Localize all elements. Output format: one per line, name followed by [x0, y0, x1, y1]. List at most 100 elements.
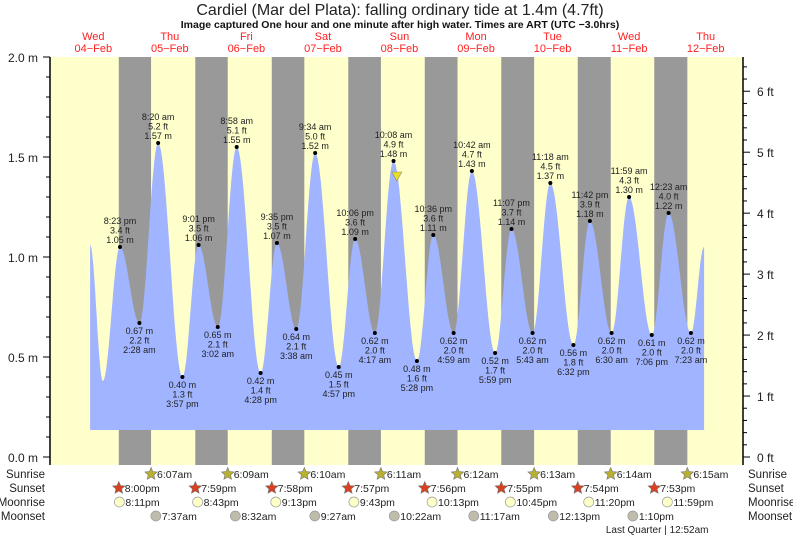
- low-tide-label: 0.62 m: [598, 336, 626, 346]
- sunrise-time: 6:09am: [234, 469, 269, 481]
- low-tide-label: 2.2 ft: [129, 336, 150, 346]
- high-tide-label: 3.9 ft: [580, 200, 601, 210]
- moonrise-icon: [661, 496, 673, 508]
- high-tide-label: 11:07 pm: [493, 198, 530, 208]
- low-tide-label: 0.40 m: [169, 380, 197, 390]
- sunrise-time: 6:07am: [157, 469, 192, 481]
- sunrise-time: 6:10am: [310, 469, 345, 481]
- sunrise-row-label-right: Sunrise: [748, 469, 787, 481]
- low-tide-label: 2.0 ft: [523, 346, 544, 356]
- low-tide-point: [609, 331, 614, 335]
- high-tide-point: [509, 227, 514, 231]
- high-tide-label: 1.57 m: [144, 131, 172, 141]
- low-tide-point: [336, 365, 341, 369]
- high-tide-point: [431, 233, 436, 237]
- low-tide-point: [294, 327, 299, 331]
- date-label: 11−Feb: [611, 43, 648, 55]
- high-tide-label: 4.7 ft: [462, 150, 483, 160]
- low-tide-point: [571, 343, 576, 347]
- sunset-icon: [494, 480, 509, 494]
- low-tide-label: 2:28 am: [123, 345, 156, 355]
- date-label: 08−Feb: [381, 43, 419, 55]
- low-tide-label: 0.52 m: [481, 356, 509, 366]
- high-tide-label: 5.2 ft: [148, 122, 169, 132]
- high-tide-label: 1.37 m: [537, 171, 565, 181]
- high-tide-point: [313, 151, 318, 155]
- low-tide-label: 0.62 m: [440, 336, 468, 346]
- moonrise-icon: [583, 496, 595, 508]
- low-tide-label: 2.1 ft: [286, 342, 307, 352]
- right-axis-tick-label: 2 ft: [757, 329, 774, 343]
- moonrise-row-label-right: Moonrise: [748, 497, 793, 509]
- low-tide-label: 6:30 am: [595, 355, 628, 365]
- day-label: Thu: [696, 31, 715, 43]
- low-tide-label: 4:17 am: [359, 355, 392, 365]
- sunset-icon: [341, 480, 356, 494]
- sunrise-time: 6:13am: [540, 469, 575, 481]
- low-tide-label: 2.1 ft: [208, 340, 229, 350]
- high-tide-label: 4.3 ft: [619, 176, 640, 186]
- low-tide-label: 0.64 m: [282, 332, 310, 342]
- moonrise-time: 11:20pm: [595, 497, 635, 509]
- high-tide-label: 10:42 am: [453, 140, 491, 150]
- high-tide-label: 9:01 pm: [182, 214, 215, 224]
- high-tide-label: 1.09 m: [341, 227, 369, 237]
- moonrise-time: 10:45pm: [516, 497, 557, 509]
- right-axis-tick-label: 1 ft: [757, 390, 774, 404]
- day-label: Tue: [543, 31, 562, 43]
- low-tide-label: 7:06 pm: [636, 357, 669, 367]
- sunrise-time: 6:12am: [464, 469, 499, 481]
- high-tide-label: 4.0 ft: [659, 192, 680, 202]
- high-tide-label: 4.9 ft: [384, 140, 405, 150]
- low-tide-label: 5:59 pm: [479, 375, 512, 385]
- day-label: Mon: [465, 31, 486, 43]
- moonset-time: 11:17am: [480, 511, 520, 523]
- moonrise-row-label: Moonrise: [0, 497, 45, 509]
- low-tide-label: 2.0 ft: [602, 346, 623, 356]
- low-tide-label: 0.67 m: [126, 326, 154, 336]
- low-tide-label: 0.45 m: [325, 370, 353, 380]
- right-axis-tick-label: 3 ft: [757, 268, 774, 282]
- high-tide-label: 4.5 ft: [540, 162, 561, 172]
- sunset-row-label-right: Sunset: [748, 483, 785, 495]
- high-tide-label: 1.14 m: [498, 217, 526, 227]
- high-tide-label: 12:23 am: [650, 182, 688, 192]
- low-tide-label: 0.61 m: [638, 338, 666, 348]
- moonset-icon: [309, 510, 321, 522]
- low-tide-point: [372, 331, 377, 335]
- left-axis-tick-label: 0.5 m: [8, 351, 38, 365]
- moonrise-time: 10:13pm: [438, 497, 479, 509]
- high-tide-point: [274, 241, 279, 245]
- low-tide-label: 5:43 am: [516, 355, 549, 365]
- moonrise-icon: [270, 496, 282, 508]
- date-label: 05−Feb: [151, 43, 189, 55]
- high-tide-label: 8:23 pm: [104, 216, 137, 226]
- moonset-time: 10:22am: [400, 511, 441, 523]
- sunset-time: 8:00pm: [125, 483, 160, 495]
- low-tide-label: 5:28 pm: [401, 383, 434, 393]
- low-tide-label: 0.56 m: [560, 348, 588, 358]
- sunrise-icon: [373, 466, 388, 480]
- high-tide-label: 1.48 m: [380, 149, 408, 159]
- high-tide-point: [156, 141, 161, 145]
- low-tide-label: 3:02 am: [202, 349, 235, 359]
- tide-area: [90, 143, 705, 430]
- high-tide-label: 1.07 m: [263, 231, 291, 241]
- low-tide-label: 0.65 m: [204, 330, 232, 340]
- low-tide-point: [530, 331, 535, 335]
- chart-subtitle: Image captured One hour and one minute a…: [181, 19, 619, 31]
- left-axis-tick-label: 2.0 m: [8, 51, 38, 65]
- current-tide-marker: [391, 171, 403, 182]
- sunset-time: 7:57pm: [354, 483, 389, 495]
- low-tide-label: 4:28 pm: [244, 395, 277, 405]
- high-tide-label: 3.5 ft: [189, 224, 210, 234]
- moonset-icon: [547, 510, 559, 522]
- high-tide-label: 1.52 m: [301, 141, 329, 151]
- moonset-icon: [468, 510, 480, 522]
- sunset-time: 7:58pm: [278, 483, 313, 495]
- moonrise-icon: [504, 496, 516, 508]
- moonset-icon: [388, 510, 400, 522]
- low-tide-label: 6:32 pm: [557, 367, 590, 377]
- high-tide-label: 1.11 m: [420, 223, 447, 233]
- high-tide-point: [234, 145, 239, 149]
